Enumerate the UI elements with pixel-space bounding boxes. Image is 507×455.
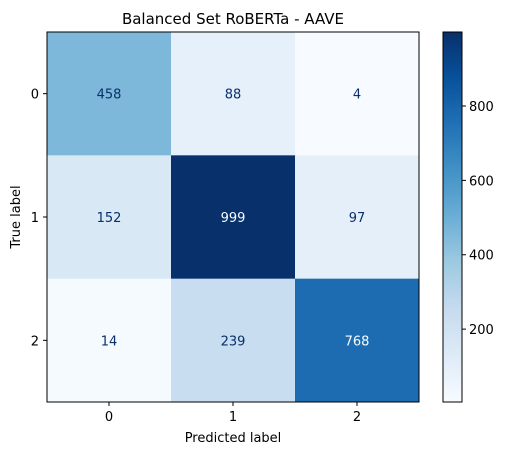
cell-value-labels: 458 88 4 152 999 97 14 239 768	[97, 88, 370, 350]
colorbar-tick-label: 800	[469, 100, 494, 115]
colorbar-tick-label: 600	[469, 174, 494, 189]
heatmap-cell	[295, 278, 420, 403]
y-tick-label: 1	[31, 211, 39, 226]
heatmap-cell	[295, 155, 420, 280]
y-tick-label: 0	[31, 88, 39, 103]
heatmap-cell	[47, 32, 172, 156]
cell-value-label: 14	[101, 334, 118, 349]
x-tick-label: 1	[229, 410, 237, 425]
cell-value-label: 97	[349, 211, 366, 226]
colorbar-tick-label: 400	[469, 249, 494, 264]
heatmap-cell	[295, 32, 420, 156]
heatmap-cell	[47, 278, 172, 403]
cell-value-label: 768	[345, 334, 370, 349]
heatmap-cells	[47, 32, 420, 403]
cell-value-label: 999	[221, 211, 246, 226]
heatmap-cell	[47, 155, 172, 280]
cell-value-label: 458	[97, 88, 122, 103]
colorbar-tick-label: 200	[469, 323, 494, 338]
heatmap-cell	[171, 278, 296, 403]
colorbar	[442, 31, 463, 403]
cell-value-label: 88	[225, 88, 242, 103]
cell-value-label: 239	[221, 334, 246, 349]
x-axis-ticks: 0 1 2	[105, 402, 361, 425]
chart-title: Balanced Set RoBERTa - AAVE	[122, 10, 344, 28]
y-tick-label: 2	[31, 334, 39, 349]
heatmap-cell	[171, 32, 296, 156]
heatmap-cell	[171, 155, 296, 280]
x-axis-label: Predicted label	[185, 431, 282, 446]
cell-value-label: 4	[353, 88, 361, 103]
x-tick-label: 2	[353, 410, 361, 425]
y-axis-label: True label	[9, 185, 24, 249]
cell-value-label: 152	[97, 211, 122, 226]
x-tick-label: 0	[105, 410, 113, 425]
y-axis-ticks: 0 1 2	[31, 88, 47, 349]
colorbar-ticks: 200 400 600 800	[462, 100, 494, 338]
